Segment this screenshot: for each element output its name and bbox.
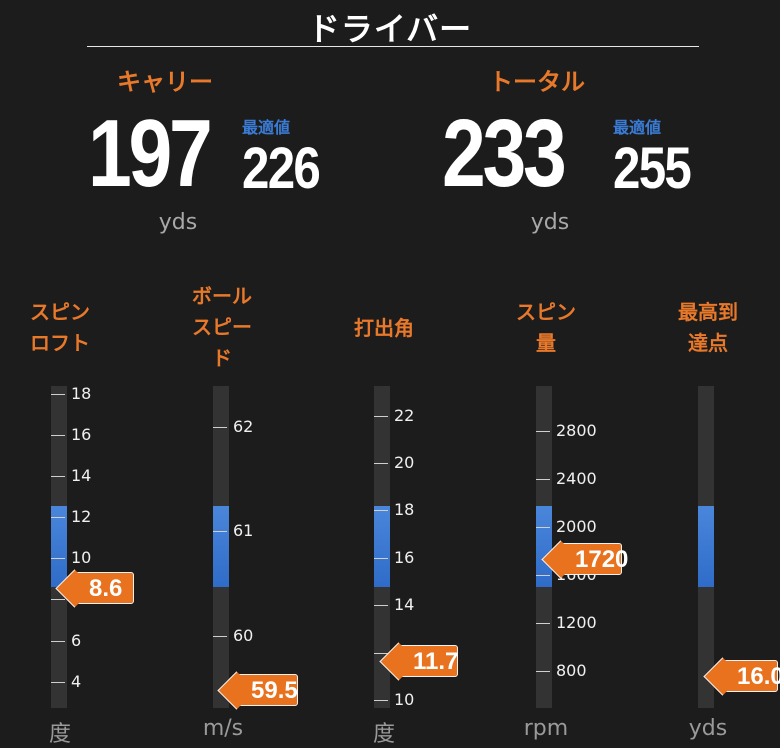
gauge-apex-unit: yds [688,716,728,741]
gauge-spin-rate-marker: 1720 [556,543,628,575]
gauge-launch-angle-track [374,386,390,708]
tick [51,682,65,683]
gauge-launch-angle-marker: 11.7 [394,645,458,677]
carry-value: 197 [88,100,213,207]
tick-label: 14 [394,595,415,614]
page-title: ドライバー [307,10,473,48]
tick [213,531,227,532]
gauge-spin-loft-label: スピン ロフト [30,300,90,355]
tick [374,510,388,511]
gauge-spin-rate-track [536,386,552,708]
tick [374,605,388,606]
gauge-apex-label: 最高到 達点 [678,300,738,355]
tick-label: 4 [71,672,82,691]
tick [213,636,227,637]
carry-label: キャリー [117,68,213,96]
tick-label: 800 [556,661,587,680]
tick-label: 2000 [556,517,597,536]
tick-label: 62 [233,417,254,436]
tick [374,463,388,464]
tick-label: 10 [71,548,92,567]
tick-label: 2800 [556,421,597,440]
tick [213,427,227,428]
gauge-spin-rate-label: スピン量 [516,300,576,355]
tick-label: 16 [71,425,92,444]
tick [51,641,65,642]
tick-label: 20 [394,453,415,472]
total-unit: yds [530,210,570,235]
tick [374,700,388,701]
tick-label: 18 [71,384,92,403]
gauge-ball-speed-optimal-band [213,506,229,587]
gauge-apex-track [698,386,714,708]
tick-label: 61 [233,521,254,540]
carry-unit: yds [158,210,198,235]
tick [51,476,65,477]
tick-label: 2400 [556,469,597,488]
tick-label: 6 [71,631,82,650]
gauge-launch-angle-unit: 度 [372,722,395,747]
tick-label: 14 [71,466,92,485]
tick [51,435,65,436]
tick [536,527,550,528]
gauge-spin-rate-unit: rpm [523,716,569,741]
total-optimal-value: 255 [613,136,692,201]
tick [374,416,388,417]
tick-label: 18 [394,500,415,519]
gauge-launch-angle-optimal-band [374,506,390,587]
title-divider [87,46,699,47]
tick [374,558,388,559]
tick [51,558,65,559]
total-label: トータル [489,68,585,96]
gauge-ball-speed-label: ボール スピード [192,284,252,370]
gauge-spin-loft-unit: 度 [48,722,71,747]
total-optimal-label: 最適値 [613,118,662,137]
tick [536,671,550,672]
tick-label: 16 [394,548,415,567]
tick-label: 1200 [556,613,597,632]
tick [536,431,550,432]
tick [536,575,550,576]
tick [374,653,388,654]
gauge-ball-speed-track [213,386,229,708]
gauge-spin-loft-marker: 8.6 [70,572,134,604]
tick [51,394,65,395]
gauge-ball-speed-marker: 59.5 [232,674,298,706]
tick-label: 10 [394,690,415,709]
gauge-ball-speed-unit: m/s [202,716,244,741]
gauge-apex-optimal-band [698,506,714,587]
tick-label: 60 [233,626,254,645]
tick-label: 22 [394,406,415,425]
tick [536,623,550,624]
tick [51,517,65,518]
carry-optimal-label: 最適値 [242,118,291,137]
tick [536,479,550,480]
tick [51,599,65,600]
tick-label: 12 [71,507,92,526]
gauge-launch-angle-label: 打出角 [354,316,414,340]
gauge-spin-loft-track [51,386,67,708]
total-value: 233 [442,100,567,207]
carry-optimal-value: 226 [242,136,321,201]
gauge-spin-loft-optimal-band [51,506,67,587]
gauge-apex-marker: 16.0 [718,660,780,692]
